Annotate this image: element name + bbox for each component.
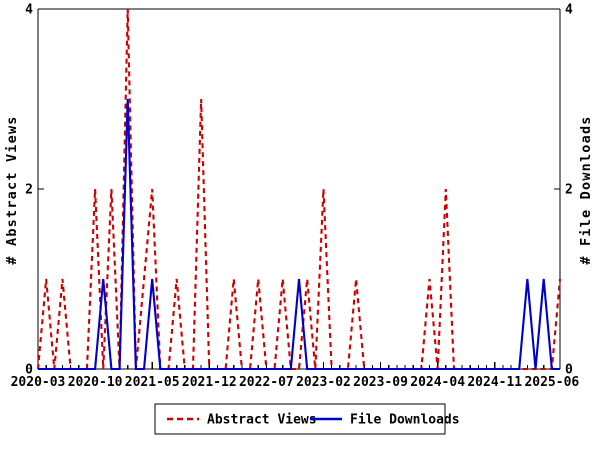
legend-label-abstract-views: Abstract Views <box>207 413 317 428</box>
x-axis-ticks: 2020-03 2020-10 2021-05 2021-12 2022-07 2023-… <box>11 362 579 390</box>
legend-box <box>154 403 446 435</box>
x-tick-label: 2025-06 <box>524 375 579 390</box>
left-tick-label: 0 <box>25 363 33 378</box>
right-tick-label: 4 <box>565 3 573 18</box>
x-tick-label: 2024-11 <box>467 375 522 390</box>
x-tick-label: 2023-09 <box>353 375 408 390</box>
x-tick-label: 2023-02 <box>296 375 351 390</box>
right-tick-label: 0 <box>565 363 573 378</box>
left-axis-title: # Abstract Views <box>4 115 20 264</box>
x-tick-label: 2021-05 <box>125 375 180 390</box>
series-layer <box>36 8 562 371</box>
x-tick-label: 2020-03 <box>11 375 66 390</box>
x-tick-label: 2020-10 <box>68 375 123 390</box>
right-axis-title: # File Downloads <box>578 115 594 264</box>
series-line-file-downloads <box>38 98 560 371</box>
legend-label-file-downloads: File Downloads <box>350 413 460 428</box>
left-tick-label: 4 <box>25 3 33 18</box>
x-tick-label: 2021-12 <box>182 375 237 390</box>
left-tick-label: 2 <box>25 183 33 198</box>
x-tick-label: 2022-07 <box>239 375 294 390</box>
right-tick-label: 2 <box>565 183 573 198</box>
chart-legend: Abstract Views File Downloads <box>154 403 460 435</box>
x-tick-label: 2024-04 <box>410 375 465 390</box>
